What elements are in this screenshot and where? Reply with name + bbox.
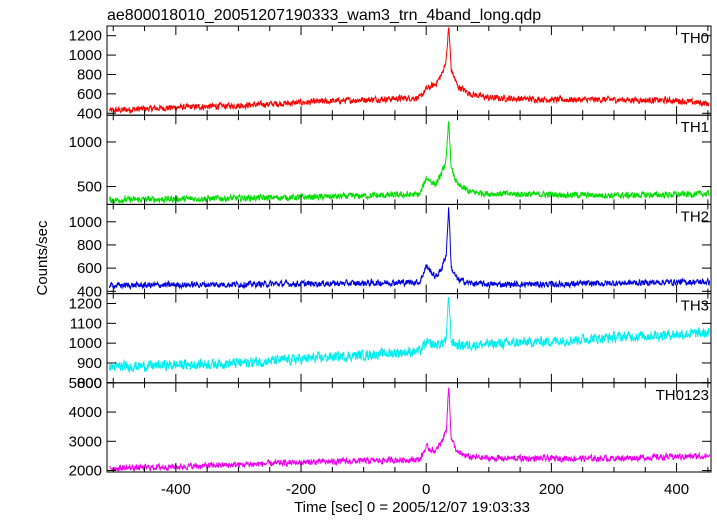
y-tick-label: 5000 [69,375,102,392]
y-tick-label: 1000 [69,134,102,151]
panel-label-th1: TH1 [681,119,709,136]
panel-label-th0123: TH0123 [656,387,709,404]
panel-frame [106,382,712,473]
series-line-th3 [109,296,710,373]
series-line-th1 [109,121,710,205]
x-tick-label: -400 [161,481,191,498]
series-line-th0123 [109,387,710,472]
y-tick-label: 1200 [69,296,102,313]
y-tick-label: 800 [77,375,102,392]
x-tick-label: -200 [286,481,316,498]
y-tick-label: 1000 [69,214,102,231]
y-tick-label: 400 [77,105,102,122]
y-tick-label: 1100 [70,315,102,332]
panel-frame [106,114,712,205]
y-axis-label: Counts/sec [34,220,51,296]
y-tick-label: 500 [77,179,102,196]
panel-th0: 400 600 800 1000 1200 TH0 [69,25,712,122]
panel-th2: 400 600 800 1000 TH2 [69,203,712,300]
y-tick-label: 800 [77,66,102,83]
panel-th0123: 2000 3000 4000 5000 TH0123 [69,375,712,480]
y-tick-label: 600 [77,260,102,277]
panel-th1: 500 1000 TH1 [69,114,712,205]
chart-title: ae800018010_20051207190333_wam3_trn_4ban… [107,7,541,24]
x-tick-labels: -400 -200 0 200 400 [161,481,689,498]
y-tick-label: 600 [77,86,102,103]
y-tick-label: 400 [77,283,102,300]
series-line-th0 [109,27,710,115]
y-tick-label: 3000 [69,433,102,450]
panel-label-th0: TH0 [681,30,709,47]
panel-label-th2: TH2 [681,208,709,225]
x-axis-label: Time [sec] 0 = 2005/12/07 19:03:33 [294,499,530,516]
x-tick-label: 200 [539,481,564,498]
x-tick-label: 0 [422,481,430,498]
y-tick-label: 800 [77,237,102,254]
panel-th3: 800 900 1000 1100 1200 TH3 [69,293,712,392]
y-tick-label: 4000 [69,404,102,421]
panels-group: 400 600 800 1000 1200 TH0 500 1000 TH1 400 600 800 1… [69,25,712,480]
y-tick-label: 1200 [69,28,102,45]
x-tick-label: 400 [664,481,689,498]
series-line-th2 [109,207,710,290]
panel-frame [106,25,712,116]
y-tick-label: 1000 [69,47,102,64]
panel-label-th3: TH3 [681,298,709,315]
y-tick-label: 900 [77,355,102,372]
y-tick-label: 1000 [69,335,102,352]
y-tick-label: 2000 [69,463,102,480]
